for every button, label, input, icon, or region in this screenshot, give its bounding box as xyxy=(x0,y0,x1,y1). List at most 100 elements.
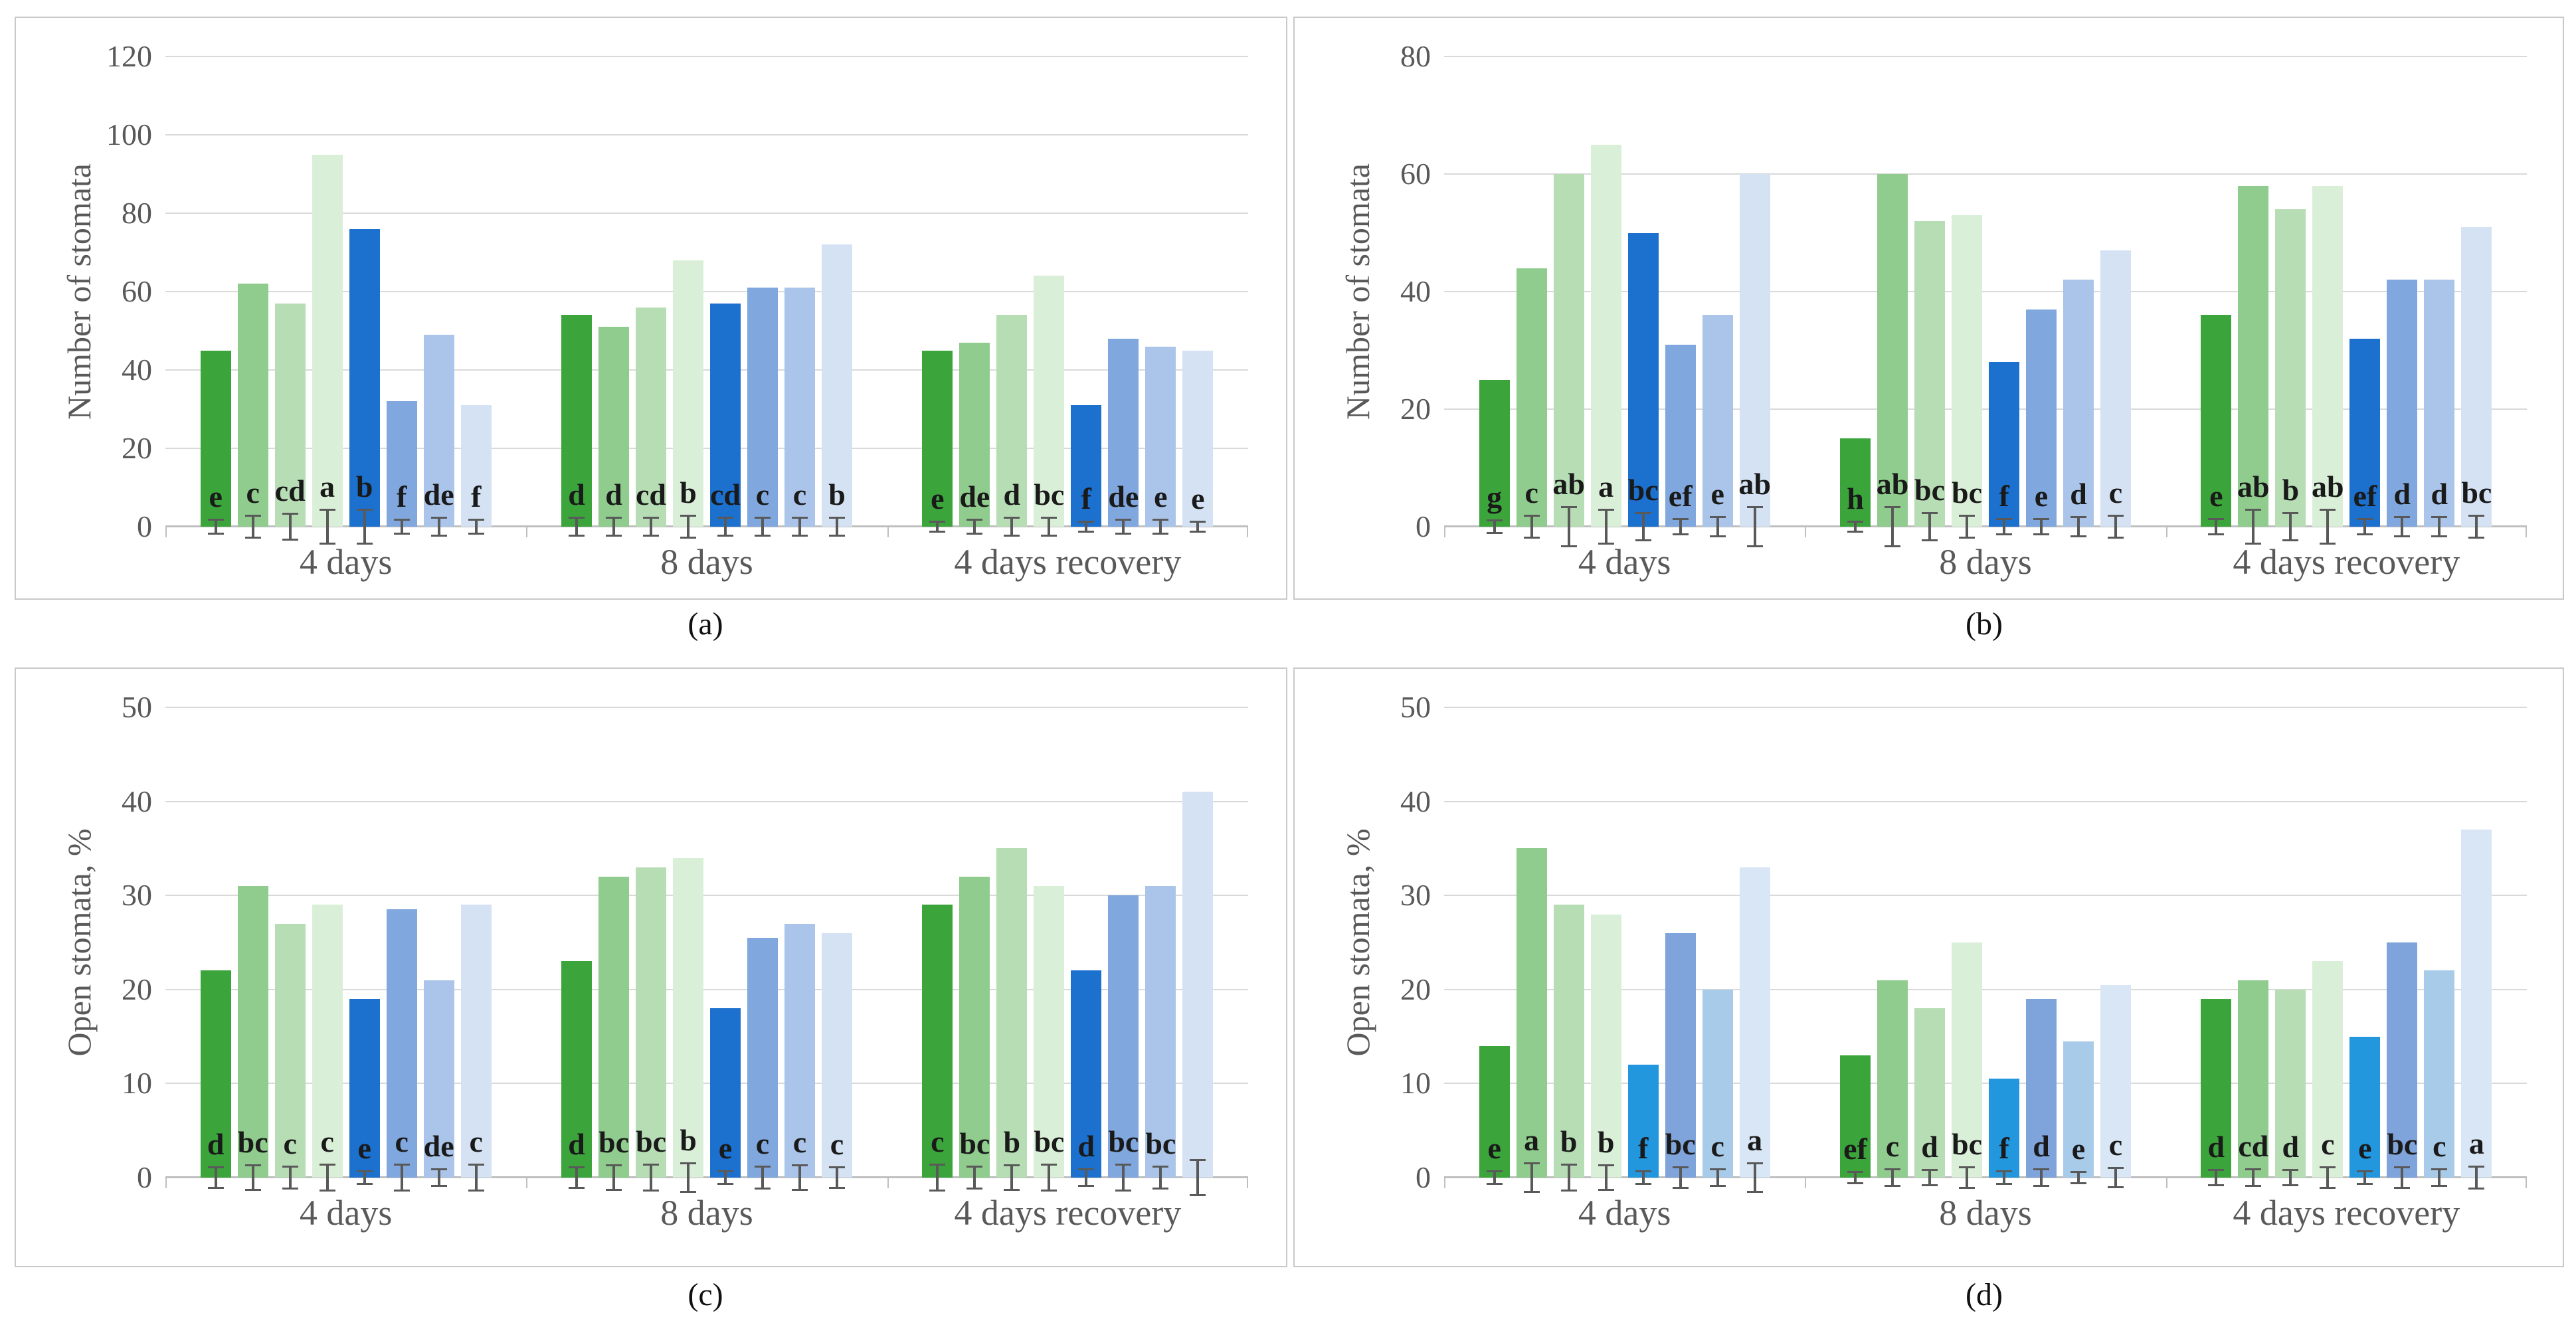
y-tick-label: 40 xyxy=(1400,274,1431,308)
error-bar xyxy=(929,1163,946,1192)
error-bar xyxy=(468,1163,484,1192)
significance-letter: c xyxy=(2108,476,2123,510)
bar: ab xyxy=(1738,174,1771,547)
bar: bc xyxy=(1108,895,1139,1192)
bar: bc xyxy=(2387,942,2418,1189)
bar: e xyxy=(709,1008,741,1186)
significance-letter: c xyxy=(1524,476,1538,510)
category-label: 4 days xyxy=(1578,1193,1671,1233)
significance-letter: e xyxy=(1191,482,1205,516)
bar: b xyxy=(996,848,1028,1191)
y-axis-title-box: Open stomata, % xyxy=(36,707,122,1178)
significance-letter: e xyxy=(718,1130,733,1165)
error-bar xyxy=(717,1170,733,1186)
error-bar xyxy=(2245,1168,2262,1188)
error-bar xyxy=(2208,1169,2225,1186)
bar-group: g c ab a bc ef e ab xyxy=(1444,56,1805,547)
gridline xyxy=(1444,707,2527,708)
significance-letter: b xyxy=(828,478,846,512)
chart-panel-b: Number of stomata 0 20 40 60 80 g c ab a bc ef e ab 4 … xyxy=(1293,17,2564,600)
bar: bc xyxy=(598,876,629,1191)
bar: c xyxy=(2100,250,2131,539)
error-bar xyxy=(966,1165,983,1190)
significance-letter: d xyxy=(2207,1130,2225,1164)
error-bar xyxy=(1115,519,1132,535)
significance-letter: f xyxy=(396,480,407,514)
bar: c xyxy=(1877,980,1908,1188)
significance-letter: b xyxy=(2282,472,2300,507)
significance-letter: e xyxy=(1154,480,1168,514)
y-tick-label: 20 xyxy=(122,431,152,465)
gridline xyxy=(165,213,1248,214)
significance-letter: bc xyxy=(1951,476,1982,510)
bar: ab xyxy=(2312,185,2344,545)
gridline xyxy=(1444,988,2527,990)
significance-letter: ab xyxy=(1738,467,1771,501)
x-axis-line xyxy=(1444,525,2527,527)
category-label: 8 days xyxy=(660,542,753,582)
chart-panel-d: Open stomata, % 0 10 20 30 40 50 e a b b f bc c a 4 day… xyxy=(1293,667,2564,1267)
significance-letter: c xyxy=(2108,1128,2123,1162)
bar: cd xyxy=(635,307,666,537)
bar: f xyxy=(1071,405,1102,533)
bar: c xyxy=(821,932,852,1189)
error-bar xyxy=(1746,506,1763,547)
significance-letter: d xyxy=(1003,478,1021,512)
gridline xyxy=(1444,173,2527,175)
bar: e xyxy=(1479,1045,1510,1186)
significance-letter: de xyxy=(423,1128,454,1163)
error-bar xyxy=(2468,1165,2485,1190)
bar: bc xyxy=(1914,221,1945,542)
bar: e xyxy=(922,350,953,533)
significance-letter: d xyxy=(568,1127,585,1162)
significance-letter: c xyxy=(830,1127,844,1162)
significance-letter: b xyxy=(1003,1125,1021,1160)
bar: c xyxy=(922,905,953,1192)
error-bar xyxy=(207,519,224,535)
bar: d xyxy=(200,970,231,1189)
x-axis-line xyxy=(165,1176,1248,1178)
bar: b xyxy=(1590,914,1621,1191)
bar: d xyxy=(2025,998,2057,1188)
gridline xyxy=(1444,291,2527,292)
y-tick-label: 40 xyxy=(122,784,152,818)
significance-letter: a xyxy=(2468,1126,2484,1160)
significance-letter: bc xyxy=(1665,1127,1696,1162)
bar-group: c bc b bc d bc bc xyxy=(887,707,1248,1197)
error-bar xyxy=(1672,1166,1689,1189)
error-bar xyxy=(1847,1171,1863,1184)
error-bar xyxy=(2107,515,2124,539)
significance-letter: f xyxy=(1637,1130,1649,1165)
bar: d xyxy=(2275,989,2306,1186)
gridline xyxy=(165,134,1248,135)
significance-letter: bc xyxy=(1145,1126,1176,1160)
bar: a xyxy=(1590,144,1621,545)
significance-letter: c xyxy=(395,1124,409,1158)
y-tick-label: 50 xyxy=(122,690,152,724)
error-bar xyxy=(966,519,983,535)
bar: b xyxy=(2275,209,2306,542)
y-axis-title: Open stomata, % xyxy=(1339,828,1376,1057)
error-bar xyxy=(282,513,298,541)
significance-letter: bc xyxy=(598,1125,629,1160)
y-tick-label: 0 xyxy=(1416,1160,1431,1194)
gridline xyxy=(165,800,1248,802)
y-tick-label: 40 xyxy=(1400,784,1431,818)
significance-letter: d xyxy=(1921,1130,1938,1164)
bar: e xyxy=(2201,315,2232,536)
significance-letter: e xyxy=(2209,478,2223,513)
gridline xyxy=(1444,895,2527,897)
y-tick-label: 80 xyxy=(1400,39,1431,73)
significance-letter: f xyxy=(470,480,482,514)
bar: c xyxy=(386,909,417,1192)
bar: d xyxy=(1071,970,1102,1188)
plot-area: g c ab a bc ef e ab 4 days h ab bc bc f e d c 8 days e ab b a… xyxy=(1444,56,2527,582)
category-separator-tick xyxy=(1444,1178,1445,1188)
bar: c xyxy=(784,288,815,537)
error-bar xyxy=(754,517,771,537)
bar: c xyxy=(1516,268,1547,539)
bar: h xyxy=(1839,438,1871,533)
category-separator-tick xyxy=(887,1178,889,1188)
significance-letter: c xyxy=(931,1124,945,1158)
error-bar xyxy=(1995,1170,2012,1186)
